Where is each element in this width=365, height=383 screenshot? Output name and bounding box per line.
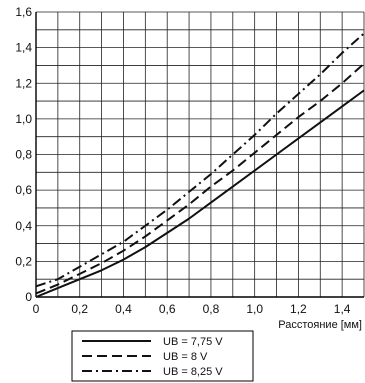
- x-tick-label: 0,4: [115, 302, 132, 316]
- series-line-2: [35, 62, 365, 295]
- y-tick-label: 0,8: [15, 148, 32, 162]
- legend-label-1: UB = 7,75 V: [163, 336, 223, 348]
- y-tick-label: 1,2: [15, 76, 32, 90]
- y-tick-label: 1,0: [15, 112, 32, 126]
- tick-labels-layer: 0 0,2 0,4 0,6 0,8 1,0 1,2 1,4 1,6 0 0,2 0,4 0,6 0,8 1,…: [15, 5, 362, 331]
- x-tick-label: 0: [33, 302, 40, 316]
- x-tick-label: 1,2: [290, 302, 307, 316]
- x-tick-label: 1,4: [334, 302, 351, 316]
- axis-layer: [35, 12, 364, 298]
- y-tick-label: 0,4: [15, 219, 32, 233]
- legend: UB = 7,75 V UB = 8 V UB = 8,25 V: [71, 330, 254, 382]
- x-tick-label: 0,8: [203, 302, 220, 316]
- grid-layer: [35, 11, 365, 298]
- x-tick-label: 0,2: [71, 302, 88, 316]
- x-tick-label: 1,0: [246, 302, 263, 316]
- legend-label-3: UB = 8,25 V: [163, 366, 223, 378]
- y-tick-label: 0,2: [15, 254, 32, 268]
- x-axis-label: Расстояние [мм]: [278, 319, 362, 331]
- y-tick-label: 1,6: [15, 5, 32, 19]
- series-layer: [35, 32, 365, 298]
- series-line-1: [35, 89, 365, 298]
- x-tick-label: 0,6: [159, 302, 176, 316]
- legend-label-2: UB = 8 V: [163, 351, 208, 363]
- series-line-3: [35, 32, 365, 288]
- y-tick-label: 1,4: [15, 41, 32, 55]
- y-tick-label: 0,6: [15, 183, 32, 197]
- y-tick-label: 0: [25, 290, 32, 304]
